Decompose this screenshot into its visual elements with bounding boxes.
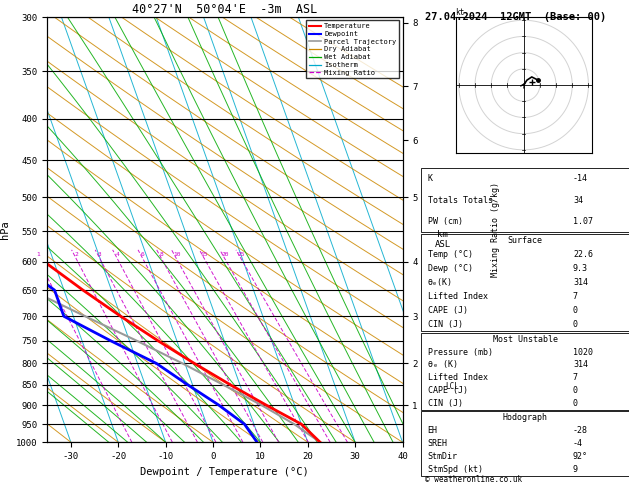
Text: CIN (J): CIN (J) (428, 320, 463, 329)
Text: 9: 9 (573, 465, 578, 474)
Y-axis label: km
ASL: km ASL (435, 230, 451, 249)
Text: EH: EH (428, 426, 438, 435)
Text: kt: kt (455, 8, 465, 17)
Text: 1020: 1020 (573, 347, 593, 357)
Legend: Temperature, Dewpoint, Parcel Trajectory, Dry Adiabat, Wet Adiabat, Isotherm, Mi: Temperature, Dewpoint, Parcel Trajectory… (306, 20, 399, 78)
Bar (421, 234, 629, 331)
Text: 34: 34 (573, 195, 583, 205)
Text: 92°: 92° (573, 452, 588, 461)
Text: LCL: LCL (445, 382, 459, 391)
Text: 2: 2 (74, 252, 78, 257)
Text: 0: 0 (573, 386, 578, 395)
Text: 6: 6 (141, 252, 145, 257)
Text: 0: 0 (573, 320, 578, 329)
Text: 314: 314 (573, 361, 588, 369)
Text: CAPE (J): CAPE (J) (428, 386, 467, 395)
Text: 1: 1 (36, 252, 40, 257)
Text: 7: 7 (573, 292, 578, 301)
Text: CIN (J): CIN (J) (428, 399, 463, 408)
Text: 7: 7 (573, 373, 578, 382)
Text: 314: 314 (573, 278, 588, 287)
Text: 1.07: 1.07 (573, 217, 593, 226)
Text: © weatheronline.co.uk: © weatheronline.co.uk (425, 474, 521, 484)
Text: K: K (428, 174, 433, 183)
Text: -4: -4 (573, 439, 583, 449)
Text: Most Unstable: Most Unstable (493, 335, 558, 344)
Bar (421, 412, 629, 476)
X-axis label: Dewpoint / Temperature (°C): Dewpoint / Temperature (°C) (140, 467, 309, 477)
Text: StmDir: StmDir (428, 452, 458, 461)
Text: 0: 0 (573, 399, 578, 408)
Title: 40°27'N  50°04'E  -3m  ASL: 40°27'N 50°04'E -3m ASL (132, 3, 318, 16)
Text: 27.04.2024  12GMT  (Base: 00): 27.04.2024 12GMT (Base: 00) (425, 12, 606, 22)
Text: Lifted Index: Lifted Index (428, 373, 487, 382)
Bar (421, 168, 629, 232)
Text: SREH: SREH (428, 439, 448, 449)
Text: Totals Totals: Totals Totals (428, 195, 493, 205)
Text: Hodograph: Hodograph (503, 414, 548, 422)
Text: 10: 10 (173, 252, 181, 257)
Text: 15: 15 (201, 252, 208, 257)
Text: Dewp (°C): Dewp (°C) (428, 264, 472, 273)
Text: 22.6: 22.6 (573, 250, 593, 260)
Text: -14: -14 (573, 174, 588, 183)
Y-axis label: hPa: hPa (1, 220, 11, 239)
Text: 20: 20 (221, 252, 229, 257)
Text: 8: 8 (160, 252, 164, 257)
Text: θₑ (K): θₑ (K) (428, 361, 458, 369)
Text: Surface: Surface (508, 237, 543, 245)
Text: PW (cm): PW (cm) (428, 217, 463, 226)
Text: Temp (°C): Temp (°C) (428, 250, 472, 260)
Text: CAPE (J): CAPE (J) (428, 306, 467, 315)
Text: -28: -28 (573, 426, 588, 435)
Bar (421, 333, 629, 410)
Text: 3: 3 (98, 252, 102, 257)
Text: 25: 25 (237, 252, 245, 257)
Text: 4: 4 (116, 252, 120, 257)
Text: θₑ(K): θₑ(K) (428, 278, 453, 287)
Text: StmSpd (kt): StmSpd (kt) (428, 465, 482, 474)
Text: Pressure (mb): Pressure (mb) (428, 347, 493, 357)
Text: 0: 0 (573, 306, 578, 315)
Text: Mixing Ratio (g/kg): Mixing Ratio (g/kg) (491, 182, 501, 277)
Text: Lifted Index: Lifted Index (428, 292, 487, 301)
Text: 9.3: 9.3 (573, 264, 588, 273)
